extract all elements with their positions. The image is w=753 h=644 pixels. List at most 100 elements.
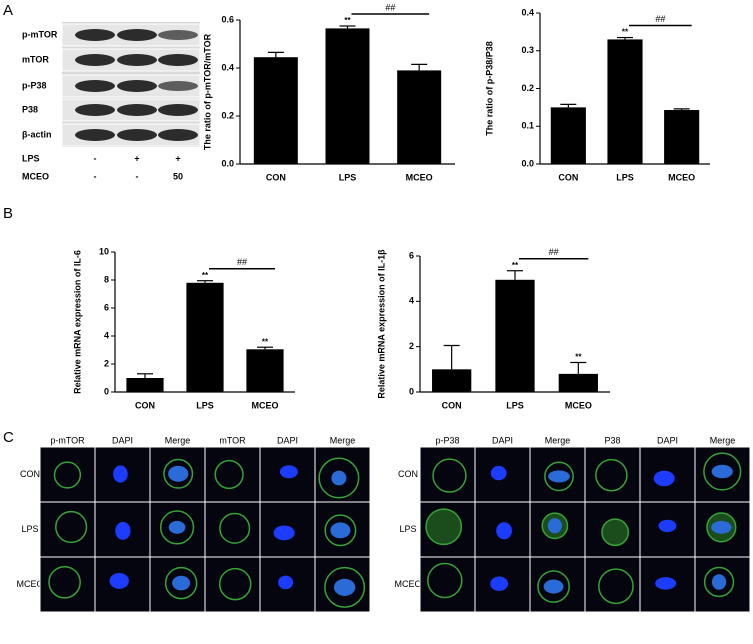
comparison-label: ##	[549, 247, 559, 257]
treatment-level: -	[94, 171, 97, 181]
y-tick-label: 4	[409, 296, 414, 306]
bar	[186, 282, 224, 392]
nucleus	[273, 525, 295, 541]
x-tick-label: CON	[266, 172, 286, 182]
cell-stain	[164, 566, 198, 600]
x-tick-label: MCEO	[565, 400, 592, 410]
row-label: MCEO	[17, 579, 44, 589]
blot-band	[158, 54, 198, 66]
column-header: Merge	[710, 435, 736, 445]
y-tick-label: 0.6	[221, 14, 234, 24]
x-tick-label: LPS	[196, 400, 214, 410]
nucleus	[547, 518, 562, 534]
x-tick-label: LPS	[339, 172, 357, 182]
y-axis-title: The ratio of p-P38/P38	[484, 41, 494, 136]
y-tick-label: 6	[409, 250, 414, 260]
cell-stain	[598, 568, 634, 605]
cell-stain	[425, 508, 463, 546]
blot-row-label: p-mTOR	[22, 29, 58, 39]
row-label: CON	[20, 469, 40, 479]
bar	[246, 349, 284, 392]
cell-stain	[427, 562, 463, 599]
y-tick-label: 0.4	[221, 62, 234, 72]
blot-band	[75, 129, 115, 141]
nucleus	[168, 520, 186, 534]
blot-band	[158, 104, 198, 116]
micrograph	[204, 501, 261, 558]
bar	[253, 57, 298, 165]
nucleus	[113, 465, 128, 483]
panel-label: B	[3, 205, 13, 222]
column-header: DAPI	[657, 435, 678, 445]
nucleus	[496, 522, 513, 540]
nucleus	[490, 576, 509, 591]
bar	[664, 110, 700, 164]
nucleus	[331, 470, 347, 486]
blot-band	[75, 54, 115, 66]
comparison-label: ##	[655, 14, 665, 24]
blot-band	[158, 81, 198, 91]
treatment-label: MCEO	[22, 171, 49, 181]
y-tick-label: 2	[104, 358, 109, 368]
significance: **	[344, 16, 351, 25]
blot-band	[75, 29, 115, 41]
column-header: Merge	[330, 435, 356, 445]
y-tick-label: 0.1	[521, 121, 534, 131]
treatment-level: -	[136, 171, 139, 181]
micrograph	[204, 446, 261, 503]
y-axis-title: Relative mRNA expression of IL-6	[72, 250, 82, 394]
column-header: p-mTOR	[50, 435, 85, 445]
y-tick-label: 0	[409, 386, 414, 396]
bar	[432, 369, 472, 392]
y-tick-label: 0.0	[221, 158, 234, 168]
cell-stain	[219, 512, 251, 544]
column-header: Merge	[165, 435, 191, 445]
cell-stain	[53, 461, 82, 489]
significance: **	[575, 353, 582, 362]
column-header: mTOR	[219, 435, 246, 445]
row-label: MCEO	[395, 579, 422, 589]
x-tick-label: MCEO	[252, 400, 279, 410]
micrograph	[584, 446, 641, 503]
column-header: DAPI	[112, 435, 133, 445]
y-axis-title: Relative mRNA expression of IL-1β	[376, 249, 386, 399]
cell-stain	[218, 567, 252, 601]
y-tick-label: 10	[99, 246, 109, 256]
bar	[397, 70, 442, 164]
comparison-label: ##	[237, 257, 247, 267]
bar	[495, 279, 535, 392]
panel-label: C	[3, 429, 14, 446]
blot-row-label: p-P38	[22, 80, 47, 90]
nucleus	[279, 465, 298, 479]
treatment-label: LPS	[22, 153, 40, 163]
nucleus	[115, 521, 131, 540]
y-tick-label: 6	[104, 302, 109, 312]
treatment-level: +	[175, 153, 180, 163]
cell-stain	[595, 458, 628, 492]
cell-stain	[324, 514, 357, 547]
blot-band	[117, 54, 157, 66]
blot-band	[117, 129, 157, 141]
cell-stain	[601, 518, 630, 547]
cell-stain	[318, 457, 360, 499]
blot-band	[117, 29, 157, 41]
blot-row-label: P38	[22, 104, 38, 114]
treatment-level: +	[134, 153, 139, 163]
blot-band	[158, 30, 198, 40]
blot-band	[117, 104, 157, 116]
nucleus	[711, 574, 727, 590]
column-header: DAPI	[492, 435, 513, 445]
blot-band	[158, 129, 198, 141]
y-tick-label: 0.3	[521, 45, 534, 55]
y-tick-label: 0.2	[221, 110, 234, 120]
x-tick-label: CON	[135, 400, 155, 410]
blot-band	[117, 80, 157, 92]
x-tick-label: CON	[558, 172, 578, 182]
row-label: CON	[398, 469, 418, 479]
nucleus	[543, 579, 564, 594]
column-header: p-P38	[435, 435, 459, 445]
y-tick-label: 4	[104, 330, 109, 340]
y-tick-label: 2	[409, 341, 414, 351]
cell-stain	[544, 461, 574, 492]
